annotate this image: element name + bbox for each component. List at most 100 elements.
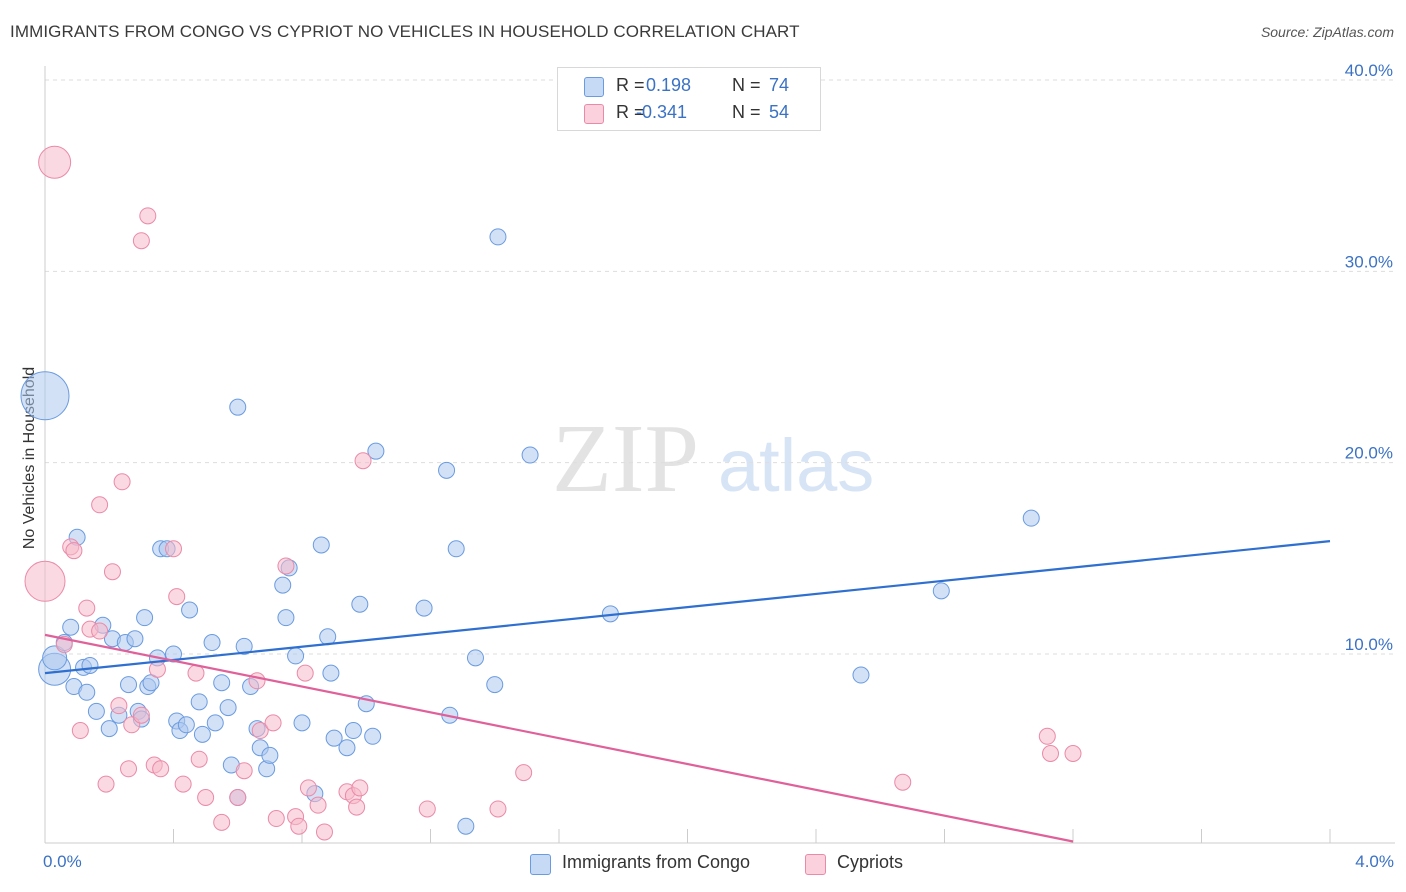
congo-point <box>235 637 253 655</box>
congo-point <box>344 722 362 740</box>
cypriot-trend-line <box>44 633 1074 843</box>
congo-point <box>438 461 456 479</box>
cypriot-point <box>91 496 109 514</box>
cypriots-swatch <box>805 854 826 875</box>
cypriot-point <box>168 588 186 606</box>
cypriot-point <box>132 232 150 250</box>
cypriot-point <box>97 775 115 793</box>
cypriot-point <box>354 452 372 470</box>
congo-point <box>213 674 231 692</box>
cypriot-point <box>113 473 131 491</box>
congo-point <box>81 656 99 674</box>
n-value: 54 <box>769 102 790 122</box>
cypriot-point <box>24 560 66 602</box>
congo-point <box>261 746 279 764</box>
watermark-zip: ZIP <box>552 405 699 513</box>
congo-point <box>165 645 182 663</box>
congo-point <box>126 630 144 648</box>
chart-title: IMMIGRANTS FROM CONGO VS CYPRIOT NO VEHI… <box>10 22 800 41</box>
congo-point <box>325 729 343 747</box>
cypriot-point <box>110 697 128 715</box>
congo-point <box>229 398 247 416</box>
cypriot-point <box>190 750 208 768</box>
cypriot-point <box>197 789 215 806</box>
congo-point <box>852 666 870 684</box>
congo-point <box>193 725 211 743</box>
axes <box>44 66 1395 844</box>
n-key: N = <box>732 102 761 122</box>
cypriot-point <box>187 664 205 682</box>
r-value: 0.198 <box>646 75 692 95</box>
cypriot-point <box>251 722 269 740</box>
cypriot-point <box>1038 727 1056 745</box>
congo-point <box>181 601 199 619</box>
cypriot-point <box>277 557 295 575</box>
series-legend: Immigrants from Congo Cypriots <box>0 852 1406 878</box>
trend-lines <box>44 540 1331 843</box>
cypriot-point <box>299 779 317 797</box>
congo-point <box>312 536 330 554</box>
y-tick-label: 30.0% <box>1345 252 1393 271</box>
congo-point <box>457 817 475 835</box>
congo-point <box>415 599 433 617</box>
cypriot-point <box>103 563 121 581</box>
congo-swatch <box>530 854 551 875</box>
congo-point <box>322 664 340 682</box>
congo-point <box>287 647 305 665</box>
congo-point <box>367 442 385 460</box>
congo-point <box>351 595 369 613</box>
stats-legend: R = 0.198 N = 74 R = -0.341 N = 54 <box>557 67 821 131</box>
congo-point <box>486 676 504 694</box>
congo-point <box>489 228 507 246</box>
grid: 10.0% 20.0% 30.0% 40.0% <box>45 61 1395 655</box>
congo-point <box>136 609 154 627</box>
cypriot-point <box>132 706 150 724</box>
legend-label: Cypriots <box>837 852 904 872</box>
cypriot-point <box>120 760 138 778</box>
cypriot-point <box>229 789 247 806</box>
congo-point <box>277 609 295 627</box>
cypriot-point <box>267 810 285 828</box>
cypriot-point <box>894 773 912 791</box>
congo-point <box>338 739 356 757</box>
r-value: -0.341 <box>636 102 688 122</box>
cypriot-point <box>315 823 333 841</box>
cypriot-point <box>348 798 366 816</box>
cypriot-point <box>174 775 192 793</box>
cypriot-point <box>38 145 72 179</box>
y-tick-label: 20.0% <box>1345 444 1393 463</box>
congo-point <box>62 618 80 636</box>
congo-point <box>20 371 70 421</box>
x-tick-max: 4.0% <box>1355 852 1394 871</box>
x-tick-min: 0.0% <box>43 852 82 871</box>
congo-point <box>87 702 105 720</box>
cypriot-point <box>91 622 109 640</box>
congo-point <box>100 720 118 738</box>
legend-label: Immigrants from Congo <box>562 852 751 872</box>
watermark-atlas: atlas <box>718 424 874 507</box>
source-label: Source: ZipAtlas.com <box>1260 24 1394 40</box>
cypriot-point <box>296 664 314 682</box>
cypriot-point <box>71 722 89 740</box>
y-tick-label: 40.0% <box>1345 61 1393 80</box>
congo-point <box>203 634 221 652</box>
cypriot-point <box>418 800 436 818</box>
congo-point <box>319 628 337 646</box>
congo-point <box>274 576 292 594</box>
cypriot-point <box>515 764 533 782</box>
cypriot-point <box>1042 744 1060 762</box>
congo-point <box>521 446 539 464</box>
cypriot-point <box>165 540 182 558</box>
y-tick-label: 10.0% <box>1345 635 1393 654</box>
n-key: N = <box>732 75 761 95</box>
data-points <box>20 145 1082 841</box>
congo-point <box>177 716 195 734</box>
cypriot-point <box>351 779 369 797</box>
congo-point <box>120 676 138 694</box>
congo-point <box>1022 509 1040 527</box>
r-key: R = <box>616 102 645 122</box>
r-key: R = <box>616 75 645 95</box>
congo-trend-line <box>44 540 1331 675</box>
congo-point <box>364 727 382 745</box>
